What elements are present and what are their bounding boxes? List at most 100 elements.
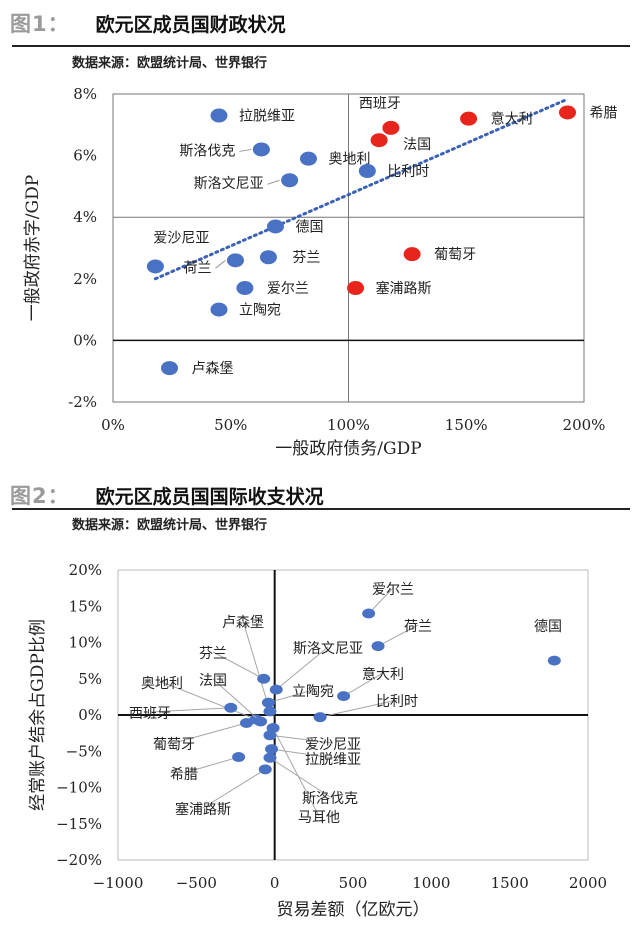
data-point: [232, 752, 246, 763]
x-tick-label: 500: [339, 874, 368, 892]
figure-1-rule: [12, 45, 630, 47]
data-point: [559, 105, 577, 120]
point-label: 西班牙: [129, 706, 171, 722]
x-tick-label: 150%: [445, 416, 488, 434]
data-point: [257, 673, 271, 684]
y-axis-label: 经常账户结余占GDP比例: [28, 619, 48, 811]
leader-line: [368, 587, 394, 614]
point-label: 奥地利: [141, 675, 183, 692]
leader-line: [202, 768, 266, 809]
point-label: 立陶宛: [292, 684, 334, 700]
y-tick-label: −10%: [56, 779, 102, 797]
figure-2-title: 欧元区成员国国际收支状况: [95, 485, 324, 508]
data-point: [258, 764, 272, 775]
y-tick-label: 6%: [73, 147, 97, 165]
leader-line: [215, 259, 226, 269]
data-point: [210, 108, 228, 123]
y-tick-label: 4%: [73, 208, 97, 226]
y-tick-label: 0%: [73, 331, 97, 349]
point-label: 希腊: [590, 105, 618, 121]
leader-line: [269, 757, 331, 798]
point-label: 拉脱维亚: [239, 109, 295, 125]
point-label: 德国: [295, 219, 323, 235]
point-label: 芬兰: [199, 646, 227, 662]
point-label: 斯洛伐克: [302, 791, 358, 807]
figure-2-source: 数据来源：欧盟统计局、世界银行: [72, 518, 268, 533]
data-point: [382, 120, 400, 135]
point-label: 葡萄牙: [434, 247, 476, 263]
point-label: 拉脱维亚: [305, 752, 361, 768]
figure-2: 图2： 欧元区成员国国际收支状况 数据来源：欧盟统计局、世界银行 20% 15% 1…: [0, 470, 640, 933]
data-point: [263, 706, 277, 717]
data-point: [261, 697, 275, 708]
leader-line: [268, 689, 314, 704]
point-label: 塞浦路斯: [175, 801, 231, 818]
leader-line: [212, 678, 261, 722]
point-label: 比利时: [376, 694, 418, 710]
figure-1-source: 数据来源：欧盟统计局、世界银行: [72, 56, 268, 71]
x-tick-label: 1000: [412, 874, 450, 892]
data-point: [269, 684, 283, 695]
point-label: 希腊: [170, 767, 198, 783]
trend-line: [153, 98, 567, 281]
y-tick-label: −20%: [56, 851, 102, 869]
x-tick-label: 0%: [101, 416, 125, 434]
point-label: 法国: [403, 137, 431, 153]
data-point: [347, 281, 365, 296]
data-point: [239, 717, 253, 728]
data-point: [362, 608, 376, 619]
data-point: [254, 716, 268, 727]
data-point: [337, 691, 351, 702]
data-point: [265, 744, 279, 755]
y-tick-label: 8%: [73, 85, 97, 103]
figure-2-scatter-chart: 20% 15% 10% 5% 0% −5% −10% −15% −20% −1000 −500 0 50…: [28, 561, 607, 920]
y-tick-label: 15%: [69, 597, 102, 615]
leader-line: [271, 748, 334, 759]
figure-1: 图1： 欧元区成员国财政状况 数据来源：欧盟统计局、世界银行 8% 6% 4% 2% 0…: [10, 8, 630, 459]
x-axis-label: 一般政府债务/GDP: [275, 439, 421, 459]
point-label: 爱尔兰: [372, 582, 414, 598]
leader-line: [272, 727, 320, 817]
leader-line: [161, 681, 257, 720]
data-point: [266, 219, 284, 234]
y-tick-label: -2%: [68, 393, 97, 411]
point-label: 葡萄牙: [153, 737, 195, 753]
figure-1-number: 图1：: [10, 12, 70, 36]
leader-line: [239, 148, 252, 152]
point-label: 德国: [534, 619, 562, 635]
leader-line: [319, 699, 398, 718]
point-label: 意大利: [491, 111, 533, 128]
data-point: [161, 361, 179, 376]
data-point: [299, 151, 317, 166]
leader-line: [377, 624, 419, 647]
data-point: [259, 250, 277, 265]
data-point: [460, 111, 478, 126]
point-label: 爱沙尼亚: [153, 230, 209, 246]
data-point: [371, 641, 385, 652]
point-label: 爱尔兰: [267, 281, 309, 297]
figure-2-title-row: 图2： 欧元区成员国国际收支状况: [10, 480, 324, 510]
data-point: [313, 712, 327, 723]
point-label: 斯洛文尼亚: [194, 176, 264, 192]
data-point: [403, 247, 421, 262]
leader-line: [269, 734, 334, 744]
data-point: [210, 302, 228, 317]
leader-line: [267, 179, 280, 185]
leader-line: [212, 651, 264, 680]
figure-1-title-row: 图1： 欧元区成员国财政状况: [10, 8, 286, 38]
point-label: 西班牙: [359, 96, 401, 112]
point-label: 奥地利: [328, 151, 370, 168]
data-point: [370, 133, 388, 148]
x-tick-label: 2000: [569, 874, 607, 892]
point-label: 芬兰: [292, 250, 320, 266]
leader-line: [173, 722, 247, 744]
y-tick-label: 0%: [78, 706, 102, 724]
x-axis-label: 贸易差额（亿欧元）: [277, 900, 430, 920]
x-tick-label: −500: [176, 874, 217, 892]
point-label: 立陶宛: [239, 303, 281, 319]
point-label: 卢森堡: [222, 615, 264, 631]
y-tick-label: 2%: [73, 270, 97, 288]
data-point: [358, 164, 376, 178]
x-tick-label: 50%: [214, 416, 247, 434]
data-point: [547, 655, 561, 666]
